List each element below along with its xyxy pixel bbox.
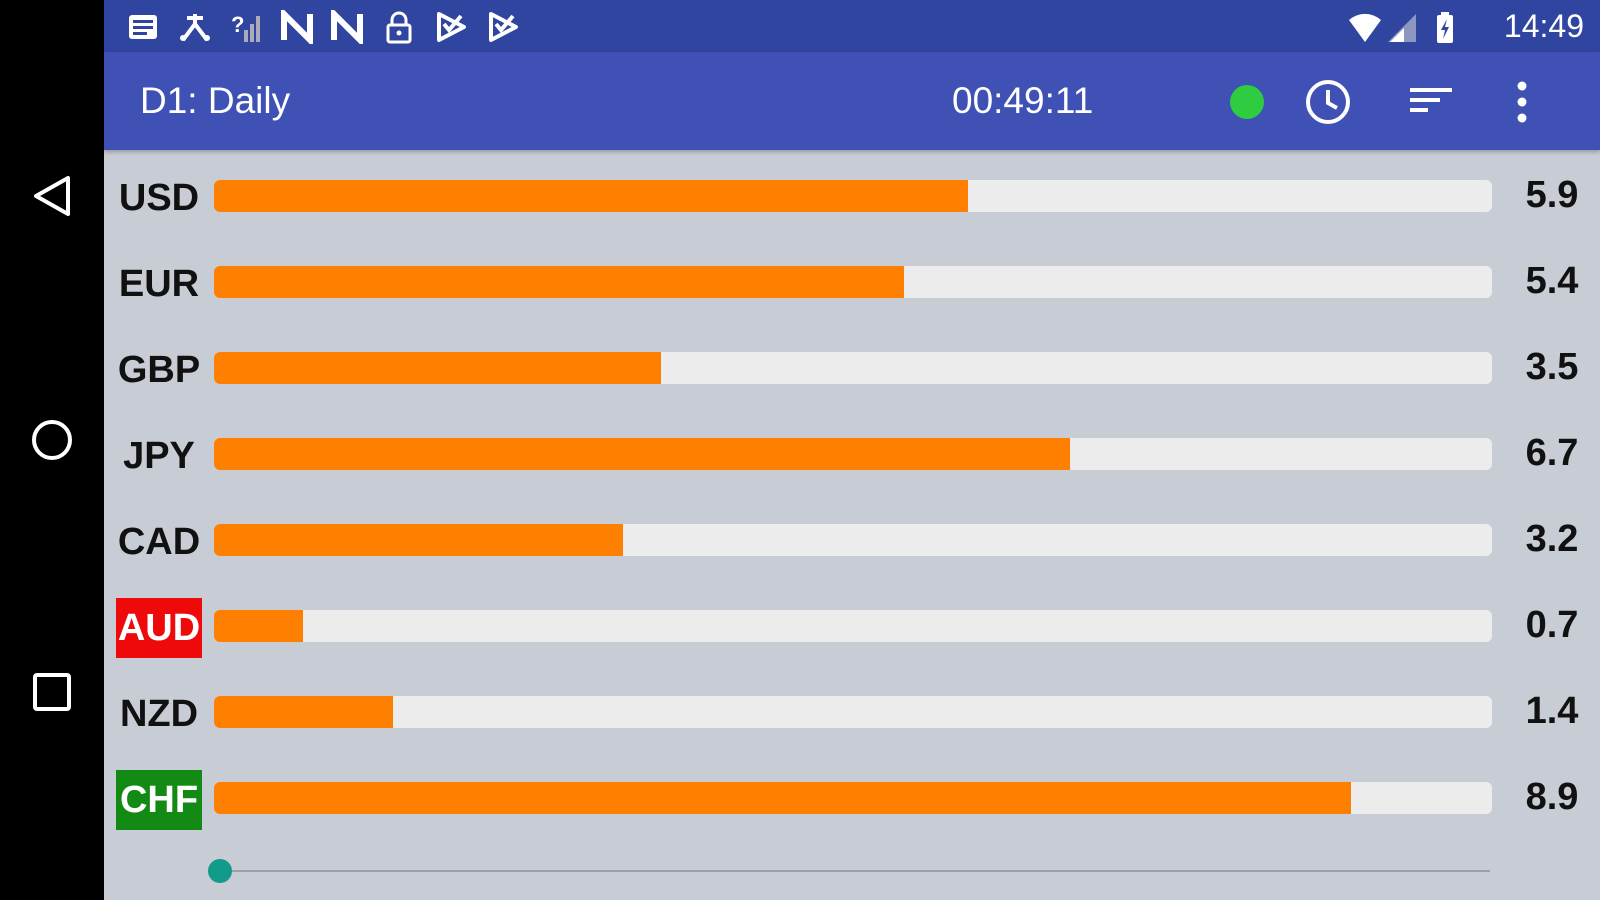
currency-label: USD [118, 176, 200, 219]
clock-icon [1306, 80, 1350, 124]
more-vert-icon [1517, 81, 1527, 123]
svg-text:?: ? [231, 12, 244, 37]
strength-value: 3.2 [1525, 518, 1579, 560]
recents-icon [33, 673, 71, 711]
strength-value: 1.4 [1525, 690, 1579, 732]
strength-bar-track [214, 266, 1492, 298]
strength-value: 0.7 [1525, 604, 1579, 646]
sort-icon [1410, 88, 1452, 112]
cell-signal-icon [1388, 14, 1416, 42]
history-slider-track[interactable] [218, 870, 1490, 872]
lock-icon [386, 11, 412, 44]
currency-label: JPY [123, 434, 195, 477]
currency-label: AUD [116, 598, 202, 658]
wifi-icon [1349, 13, 1381, 42]
currency-row[interactable]: CAD 3.2 [104, 494, 1600, 580]
sort-button[interactable] [1404, 74, 1460, 130]
currency-label: NZD [119, 692, 199, 735]
n-app-icon [281, 10, 313, 44]
currency-row[interactable]: NZD 1.4 [104, 666, 1600, 752]
recents-button[interactable] [0, 652, 104, 732]
strength-bar-fill [214, 180, 969, 212]
strength-bar-track [214, 352, 1492, 384]
currency-label: GBP [117, 348, 201, 391]
history-slider-thumb[interactable] [208, 859, 232, 883]
n-app-icon [331, 10, 363, 44]
strength-bar-track [214, 782, 1492, 814]
currency-row[interactable]: CHF 8.9 [104, 752, 1600, 838]
app-toolbar: D1: Daily 00:49:11 [104, 52, 1600, 150]
home-icon [32, 420, 72, 460]
status-clock: 14:49 [1503, 8, 1584, 44]
currency-label: CHF [116, 770, 202, 830]
currency-row[interactable]: GBP 3.5 [104, 322, 1600, 408]
strength-bar-track [214, 610, 1492, 642]
navigation-bar [0, 0, 104, 900]
battery-icon [1437, 12, 1453, 43]
home-button[interactable] [0, 400, 104, 480]
strength-value: 5.9 [1525, 174, 1579, 216]
status-bar: ? 14:49 [104, 0, 1600, 52]
strength-bar-track [214, 696, 1492, 728]
play-store-icon [489, 12, 518, 42]
currency-row[interactable]: AUD 0.7 [104, 580, 1600, 666]
strength-bar-track [214, 180, 1492, 212]
connection-status-indicator [1230, 85, 1264, 119]
strength-bar-fill [214, 266, 905, 298]
currency-row[interactable]: USD 5.9 [104, 150, 1600, 236]
more-options-button[interactable] [1494, 74, 1550, 130]
currency-label: CAD [117, 520, 201, 563]
currency-row[interactable]: JPY 6.7 [104, 408, 1600, 494]
strength-bar-track [214, 438, 1492, 470]
timeframe-title[interactable]: D1: Daily [140, 80, 291, 121]
usb-icon [180, 14, 210, 42]
back-icon [34, 176, 70, 216]
play-store-icon [437, 12, 466, 42]
currency-row[interactable]: EUR 5.4 [104, 236, 1600, 322]
strength-bar-track [214, 524, 1492, 556]
strength-bar-fill [214, 438, 1071, 470]
strength-value: 3.5 [1525, 346, 1579, 388]
strength-bar-fill [214, 696, 393, 728]
notes-icon [129, 15, 157, 39]
strength-value: 5.4 [1525, 260, 1579, 302]
strength-bar-fill [214, 524, 623, 556]
candle-countdown-timer: 00:49:11 [952, 80, 1094, 121]
strength-value: 8.9 [1525, 776, 1579, 818]
back-button[interactable] [0, 156, 104, 236]
strength-bar-fill [214, 610, 304, 642]
strength-bar-fill [214, 782, 1352, 814]
timeframe-button[interactable] [1300, 74, 1356, 130]
strength-value: 6.7 [1525, 432, 1579, 474]
no-signal-icon: ? [231, 12, 260, 42]
strength-bar-fill [214, 352, 662, 384]
currency-label: EUR [118, 262, 200, 305]
